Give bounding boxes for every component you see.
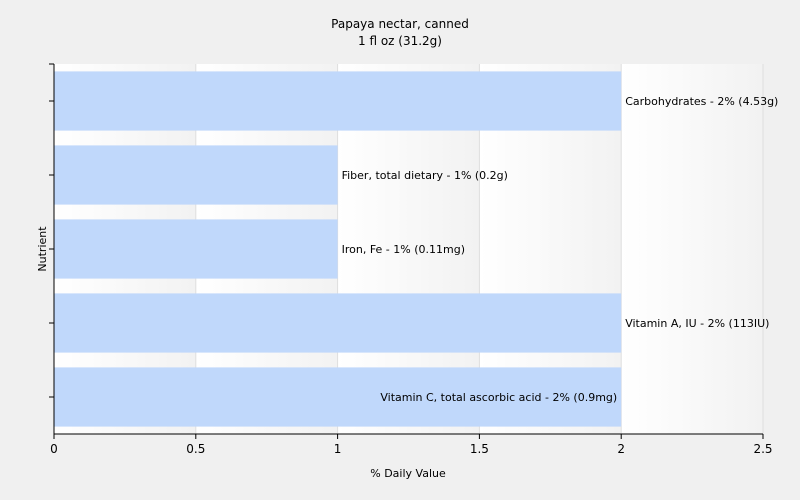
bar-data-label: Iron, Fe - 1% (0.11mg) — [342, 243, 465, 256]
bar-labels: Carbohydrates - 2% (4.53g) Fiber, total d… — [342, 95, 779, 404]
x-tick-label: 0.5 — [186, 442, 205, 456]
bar-vitamin-a-iu — [54, 293, 622, 353]
bar-fiber-total-dietary — [54, 145, 338, 205]
bar-data-label: Fiber, total dietary - 1% (0.2g) — [342, 169, 508, 182]
bars — [54, 71, 622, 427]
bar-iron-fe — [54, 219, 338, 279]
bar-data-label: Vitamin C, total ascorbic acid - 2% (0.9… — [380, 391, 617, 404]
chart-subtitle: 1 fl oz (31.2g) — [358, 34, 442, 48]
bar-data-label: Vitamin A, IU - 2% (113IU) — [625, 317, 769, 330]
x-tick-label: 1 — [334, 442, 342, 456]
x-tick-label: 2.5 — [753, 442, 772, 456]
x-tick-label: 1.5 — [470, 442, 489, 456]
x-tick-label: 0 — [50, 442, 58, 456]
chart-title: Papaya nectar, canned — [331, 17, 469, 31]
bar-data-label: Carbohydrates - 2% (4.53g) — [625, 95, 778, 108]
x-tick-label: 2 — [617, 442, 625, 456]
bar-carbohydrates — [54, 71, 622, 131]
axes — [49, 63, 764, 439]
x-axis-label: % Daily Value — [370, 467, 446, 480]
x-tick-labels: 0 0.5 1 1.5 2 2.5 — [50, 442, 772, 456]
plot-band — [621, 64, 763, 434]
bar-vitamin-c-total-ascorbic-acid — [54, 367, 622, 427]
y-axis-label: Nutrient — [36, 226, 49, 272]
